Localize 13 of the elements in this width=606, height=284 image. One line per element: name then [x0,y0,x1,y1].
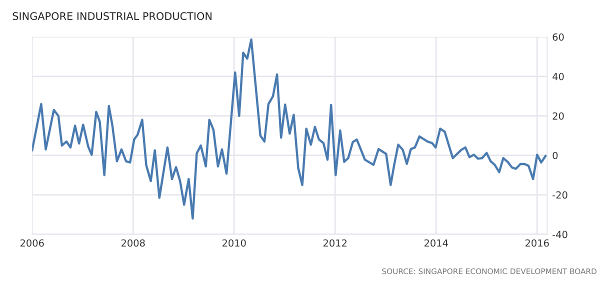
y-tick-label: -20 [552,191,568,199]
x-tick-label: 2010 [222,239,246,247]
x-tick-label: 2006 [20,239,44,247]
y-tick-label: 60 [552,33,564,41]
x-tick-label: 2012 [323,239,347,247]
y-tick-label: 20 [552,112,564,120]
y-tick-label: 40 [552,72,564,80]
x-tick-label: 2016 [525,239,549,247]
chart-title: SINGAPORE INDUSTRIAL PRODUCTION [12,12,212,20]
y-tick-label: 0 [552,152,558,160]
x-tick-label: 2008 [121,239,145,247]
x-tick-label: 2014 [424,239,448,247]
y-tick-label: -40 [552,230,568,238]
